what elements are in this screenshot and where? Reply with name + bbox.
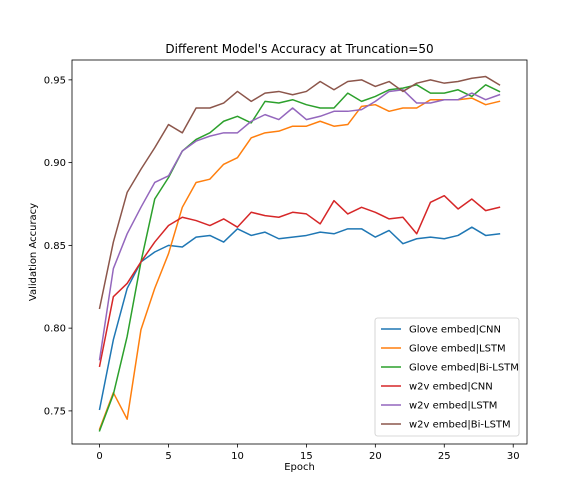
x-tick-label: 30 xyxy=(507,451,520,462)
series-line-4 xyxy=(98,194,501,368)
x-tick-label: 0 xyxy=(96,451,102,462)
legend-entry-label: w2v embed|CNN xyxy=(409,382,493,393)
y-axis-ticks: 0.75 0.80 0.85 0.90 0.95 xyxy=(44,75,72,417)
plot-frame xyxy=(71,59,528,445)
legend-box xyxy=(374,317,520,437)
x-axis-ticks: 0 5 10 15 20 25 30 xyxy=(96,444,520,462)
series-line-3 xyxy=(98,84,501,432)
chart-title: Different Model's Accuracy at Truncation… xyxy=(165,42,433,56)
y-tick-label: 0.75 xyxy=(44,406,66,417)
y-tick-label: 0.95 xyxy=(44,75,66,86)
legend-entry-label: Glove embed|LSTM xyxy=(409,344,506,355)
legend-entry-label: Glove embed|Bi-LSTM xyxy=(409,363,519,374)
x-tick-label: 5 xyxy=(165,451,171,462)
y-tick-label: 0.85 xyxy=(44,241,66,252)
x-tick-label: 25 xyxy=(438,451,451,462)
series-line-6 xyxy=(98,75,501,310)
y-tick-label: 0.80 xyxy=(44,324,66,335)
series-line-2 xyxy=(98,97,501,431)
y-tick-label: 0.90 xyxy=(44,158,66,169)
series-line-5 xyxy=(98,89,501,361)
x-tick-label: 15 xyxy=(300,451,313,462)
legend-entry-label: w2v embed|LSTM xyxy=(409,401,497,412)
legend: Glove embed|CNN Glove embed|LSTM Glove emb… xyxy=(374,317,520,437)
x-tick-label: 20 xyxy=(369,451,382,462)
x-axis-label: Epoch xyxy=(284,462,315,473)
series-line-1 xyxy=(98,226,501,411)
y-axis-label: Validation Accuracy xyxy=(28,203,39,301)
legend-entry-label: Glove embed|CNN xyxy=(409,325,501,336)
x-tick-label: 10 xyxy=(231,451,244,462)
series-lines xyxy=(98,75,501,432)
legend-entry-label: w2v embed|Bi-LSTM xyxy=(409,420,511,431)
